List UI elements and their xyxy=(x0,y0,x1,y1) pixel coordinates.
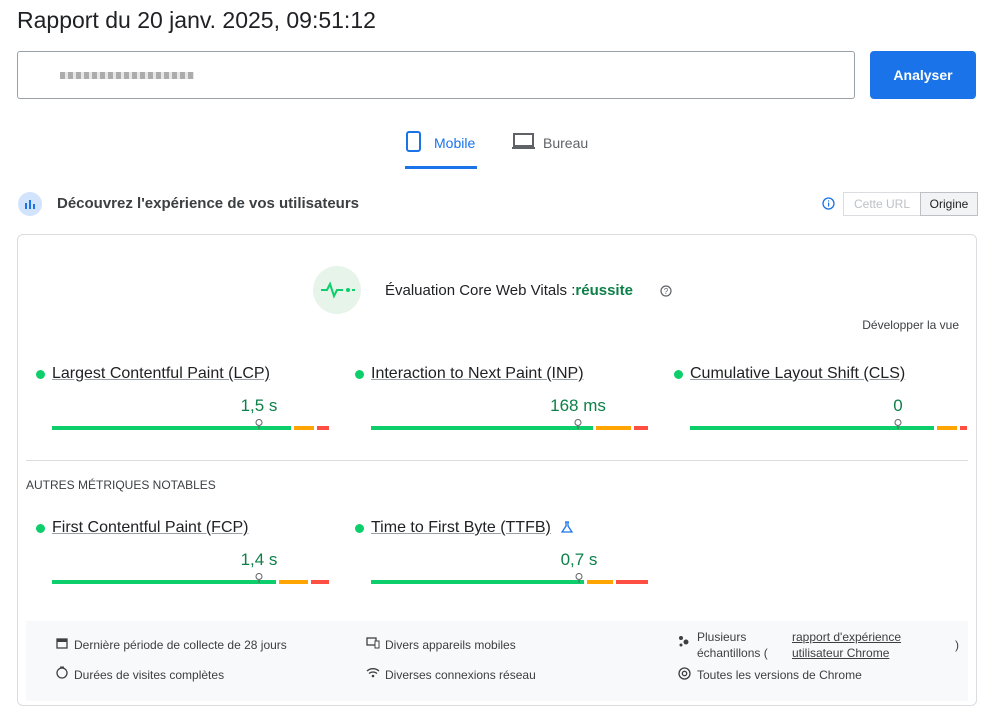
calendar-icon xyxy=(56,638,68,649)
metric-name[interactable]: Largest Contentful Paint (LCP) xyxy=(52,365,270,382)
status-dot xyxy=(355,370,364,379)
footer-item: ) xyxy=(955,638,959,652)
other-title: AUTRES MÉTRIQUES NOTABLES xyxy=(26,478,216,492)
metric-name[interactable]: First Contentful Paint (FCP) xyxy=(52,519,249,536)
status-dot xyxy=(355,524,364,533)
toggle-origin[interactable]: Origine xyxy=(920,192,978,216)
url-input[interactable] xyxy=(17,51,855,99)
footer-item: Toutes les versions de Chrome xyxy=(697,668,862,682)
devices-icon xyxy=(366,637,380,649)
footer-item: Divers appareils mobiles xyxy=(385,638,516,652)
marker xyxy=(255,419,263,429)
lab-icon xyxy=(561,521,573,533)
metric-value: 0 xyxy=(893,396,903,415)
tab-desktop[interactable]: Bureau xyxy=(512,128,592,166)
metric-name[interactable]: Time to First Byte (TTFB) xyxy=(371,519,551,536)
distribution-bar xyxy=(52,426,329,430)
status-dot xyxy=(674,370,683,379)
marker xyxy=(894,419,902,429)
footer-link[interactable]: rapport d'expérience utilisateur Chrome xyxy=(792,630,902,660)
tab-label: Mobile xyxy=(434,135,476,151)
metric-value: 1,5 s xyxy=(240,396,278,415)
crux-icon xyxy=(18,192,42,216)
marker xyxy=(575,573,583,583)
mobile-icon xyxy=(406,131,421,152)
metric-value: 0,7 s xyxy=(560,550,598,569)
distribution-bar xyxy=(371,580,648,584)
desktop-icon xyxy=(512,133,535,149)
footer-box xyxy=(26,621,968,701)
metric-name[interactable]: Cumulative Layout Shift (CLS) xyxy=(690,365,906,382)
section-title: Découvrez l'expérience de vos utilisateu… xyxy=(57,195,360,212)
marker xyxy=(574,419,582,429)
assessment: Évaluation Core Web Vitals :réussite xyxy=(385,282,633,299)
samples-icon xyxy=(679,636,689,647)
distribution-bar xyxy=(371,426,649,430)
expand-link[interactable]: Développer la vue xyxy=(862,318,959,332)
svg-text:?: ? xyxy=(664,287,669,296)
assessment-result: réussite xyxy=(575,282,633,299)
help-icon[interactable]: ? xyxy=(660,285,672,297)
blurred-url xyxy=(60,72,194,79)
divider xyxy=(26,460,968,461)
timer-icon xyxy=(56,666,68,679)
marker xyxy=(255,573,263,583)
cwv-icon xyxy=(313,266,361,314)
tab-mobile[interactable]: Mobile xyxy=(405,128,477,169)
tab-label: Bureau xyxy=(543,135,589,151)
metric-name[interactable]: Interaction to Next Paint (INP) xyxy=(371,365,584,382)
status-dot xyxy=(36,370,45,379)
metric-value: 1,4 s xyxy=(240,550,278,569)
distribution-bar xyxy=(52,580,329,584)
assessment-label: Évaluation Core Web Vitals : xyxy=(385,282,576,299)
distribution-bar xyxy=(690,426,967,430)
wifi-icon xyxy=(366,668,380,678)
analyze-button[interactable]: Analyser xyxy=(870,51,976,99)
chrome-icon xyxy=(678,667,691,680)
footer-item: Dernière période de collecte de 28 jours xyxy=(74,638,287,652)
footer-item: Diverses connexions réseau xyxy=(385,668,536,682)
toggle-url[interactable]: Cette URL xyxy=(843,192,921,216)
info-icon[interactable] xyxy=(822,197,835,210)
status-dot xyxy=(36,524,45,533)
footer-item: Plusieurs échantillons ( xyxy=(697,630,768,660)
footer-item: Durées de visites complètes xyxy=(74,668,225,682)
report-title: Rapport du 20 janv. 2025, 09:51:12 xyxy=(17,7,376,33)
metric-value: 168 ms xyxy=(550,396,606,415)
